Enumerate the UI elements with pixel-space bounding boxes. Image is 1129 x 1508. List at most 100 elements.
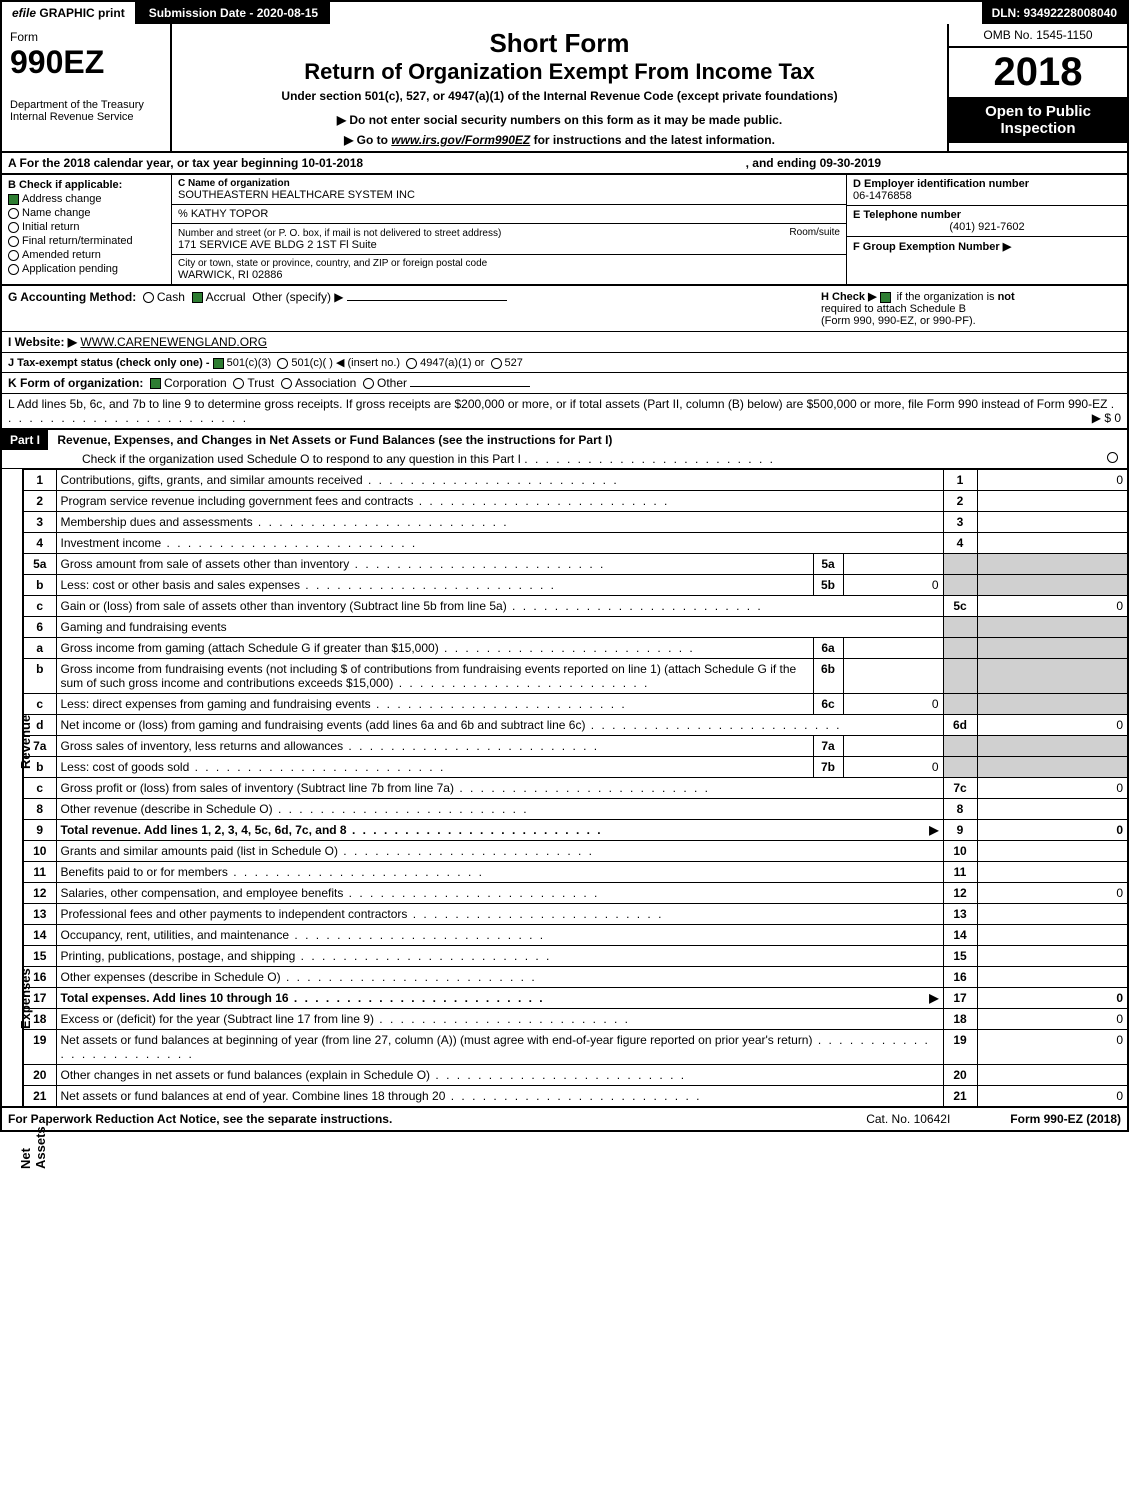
line-desc: Investment income (56, 533, 943, 554)
arrow-icon: ▶ (929, 823, 938, 837)
org-name-block: C Name of organization SOUTHEASTERN HEAL… (172, 175, 846, 205)
line-number: 2 (24, 491, 56, 512)
line-desc: Salaries, other compensation, and employ… (56, 883, 943, 904)
city: WARWICK, RI 02886 (178, 269, 840, 281)
goto-link[interactable]: www.irs.gov/Form990EZ (391, 133, 530, 147)
line-row: 18Excess or (deficit) for the year (Subt… (24, 1009, 1127, 1030)
cb-amended-return[interactable]: Amended return (8, 249, 165, 261)
ref-num: 9 (943, 820, 977, 841)
tel: (401) 921-7602 (853, 221, 1121, 233)
line-val (977, 946, 1127, 967)
part1-check-radio[interactable] (1107, 452, 1118, 463)
mid-ref: 6b (813, 659, 843, 694)
line-desc: Less: cost of goods sold (56, 757, 813, 778)
line-val (977, 533, 1127, 554)
cb-final-return[interactable]: Final return/terminated (8, 235, 165, 247)
lines-block: Revenue Expenses Net Assets 1Contributio… (2, 469, 1127, 1106)
cash-label: Cash (157, 290, 185, 304)
accrual-cb[interactable] (192, 292, 203, 303)
line-desc: Gross income from gaming (attach Schedul… (56, 638, 813, 659)
dln-label: DLN: 93492228008040 (982, 2, 1127, 24)
short-form-title: Short Form (182, 28, 937, 59)
cb-address-change[interactable]: Address change (8, 193, 165, 205)
mid-ref: 6a (813, 638, 843, 659)
cash-radio[interactable] (143, 292, 154, 303)
k-assoc-radio[interactable] (281, 378, 292, 389)
entity-block: B Check if applicable: Address change Na… (2, 175, 1127, 286)
line-desc: Less: cost or other basis and sales expe… (56, 575, 813, 596)
ref-num: 4 (943, 533, 977, 554)
footer-right: Form 990-EZ (2018) (1010, 1112, 1121, 1126)
ref-num: 6d (943, 715, 977, 736)
line-row: 19Net assets or fund balances at beginni… (24, 1030, 1127, 1065)
cb-initial-return[interactable]: Initial return (8, 221, 165, 233)
mid-ref: 5a (813, 554, 843, 575)
k-trust: Trust (247, 376, 274, 390)
omb-number: OMB No. 1545-1150 (949, 24, 1127, 48)
street-label: Number and street (or P. O. box, if mail… (178, 228, 501, 239)
dept-treasury: Department of the Treasury (10, 99, 162, 111)
line-val: 0 (977, 470, 1127, 491)
k-trust-radio[interactable] (233, 378, 244, 389)
j-4947-radio[interactable] (406, 358, 417, 369)
line-desc: Occupancy, rent, utilities, and maintena… (56, 925, 943, 946)
line-row: cGain or (loss) from sale of assets othe… (24, 596, 1127, 617)
ref-num: 13 (943, 904, 977, 925)
line-row: 7aGross sales of inventory, less returns… (24, 736, 1127, 757)
ein: 06-1476858 (853, 190, 1121, 202)
line-number: c (24, 596, 56, 617)
line-row: 4Investment income4 (24, 533, 1127, 554)
lines-table: 1Contributions, gifts, grants, and simil… (24, 469, 1127, 1106)
section-h: H Check ▶ if the organization is not req… (821, 290, 1121, 327)
line-val: 0 (977, 1086, 1127, 1107)
line-number: b (24, 575, 56, 596)
l-text: L Add lines 5b, 6c, and 7b to line 9 to … (8, 397, 1107, 411)
form-header: Form 990EZ Department of the Treasury In… (2, 24, 1127, 153)
cb-name-change[interactable]: Name change (8, 207, 165, 219)
footer-left: For Paperwork Reduction Act Notice, see … (8, 1112, 866, 1126)
line-row: 5aGross amount from sale of assets other… (24, 554, 1127, 575)
line-number: c (24, 694, 56, 715)
ref-num: 11 (943, 862, 977, 883)
ref-num: 8 (943, 799, 977, 820)
section-gh: G Accounting Method: Cash Accrual Other … (2, 286, 1127, 332)
line-row: 15Printing, publications, postage, and s… (24, 946, 1127, 967)
goto-line: ▶ Go to www.irs.gov/Form990EZ for instru… (182, 133, 937, 147)
j-501c-radio[interactable] (277, 358, 288, 369)
part1-header: Part I Revenue, Expenses, and Changes in… (2, 430, 1127, 469)
section-i: I Website: ▶ WWW.CARENEWENGLAND.ORG (2, 332, 1127, 353)
website-value[interactable]: WWW.CARENEWENGLAND.ORG (80, 335, 267, 349)
val-shade (977, 736, 1127, 757)
line-val: 0 (977, 596, 1127, 617)
k-corp-cb[interactable] (150, 378, 161, 389)
tel-block: E Telephone number (401) 921-7602 (847, 206, 1127, 237)
part1-checkline: Check if the organization used Schedule … (2, 450, 1127, 468)
ref-num: 14 (943, 925, 977, 946)
section-b: B Check if applicable: Address change Na… (2, 175, 172, 284)
line-row: 1Contributions, gifts, grants, and simil… (24, 470, 1127, 491)
ref-num: 12 (943, 883, 977, 904)
line-desc: Net assets or fund balances at end of ye… (56, 1086, 943, 1107)
line-number: 10 (24, 841, 56, 862)
line-val (977, 967, 1127, 988)
line-desc: Gross amount from sale of assets other t… (56, 554, 813, 575)
h-checkbox[interactable] (880, 292, 891, 303)
do-not-enter: ▶ Do not enter social security numbers o… (182, 113, 937, 127)
ref-num: 7c (943, 778, 977, 799)
line-number: a (24, 638, 56, 659)
mid-val (843, 554, 943, 575)
line-desc: Membership dues and assessments (56, 512, 943, 533)
h-label: H Check ▶ (821, 291, 877, 303)
line-number: 11 (24, 862, 56, 883)
line-number: 19 (24, 1030, 56, 1065)
j-527-radio[interactable] (491, 358, 502, 369)
k-label: K Form of organization: (8, 376, 143, 390)
h-text3: (Form 990, 990-EZ, or 990-PF). (821, 315, 976, 327)
section-c: C Name of organization SOUTHEASTERN HEAL… (172, 175, 847, 284)
j-501c3-cb[interactable] (213, 358, 224, 369)
line-row: 17Total expenses. Add lines 10 through 1… (24, 988, 1127, 1009)
j-501c: 501(c)( ) ◀ (insert no.) (291, 357, 400, 369)
k-other-radio[interactable] (363, 378, 374, 389)
cb-application-pending[interactable]: Application pending (8, 263, 165, 275)
ref-num: 20 (943, 1065, 977, 1086)
